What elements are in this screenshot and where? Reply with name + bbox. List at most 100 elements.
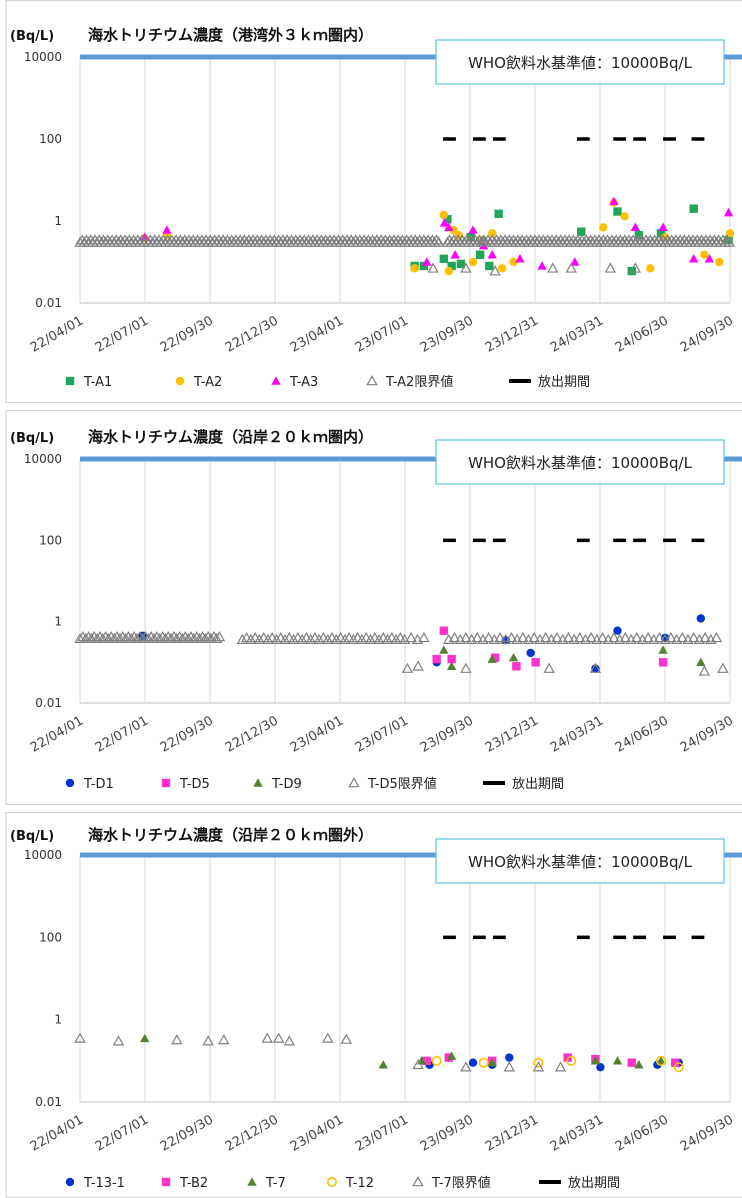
legend-marker [247,1177,257,1186]
legend-marker [271,376,281,385]
data-point [91,632,103,644]
data-point [570,257,580,266]
legend-label: T-B2 [179,1176,208,1191]
data-point [487,654,497,663]
data-point [539,631,552,643]
data-point [446,1051,457,1060]
x-tick-label: 23/09/30 [418,713,476,755]
legend-label: T-D9 [271,777,302,792]
data-point [116,631,129,642]
legend-marker [348,777,360,788]
data-point [131,632,143,644]
data-point [97,632,109,644]
data-point [108,632,120,644]
data-point [270,633,283,645]
data-point [466,233,476,242]
chart-1: (Bq/L) 海水トリチウム濃度（港湾外３ｋｍ圏内） 10000 100 1 0.01 WH… [5,0,742,403]
data-point [381,633,394,645]
chart-panel-3: (Bq/L) 海水トリチウム濃度（沿岸２０ｋｍ圏外） 10000 100 1 0.01 WH… [0,812,742,1198]
legend-label: 放出期間 [512,777,564,792]
data-point [642,631,654,643]
data-point [450,250,460,259]
chart-title: 海水トリチウム濃度（港湾外３ｋｍ圏内） [88,26,373,44]
data-point [515,254,525,263]
y-tick-label: 0.01 [35,296,62,310]
data-point [339,633,351,645]
data-point [565,262,577,273]
data-point [656,229,666,238]
data-point [419,261,429,271]
y-tick-label: 100 [39,930,62,944]
legend-marker [161,1177,171,1187]
data-point [509,257,518,267]
x-tick-label: 22/04/01 [28,313,86,355]
data-point [140,1033,150,1043]
data-point [236,633,249,645]
y-tick-label: 1 [54,615,62,629]
data-point [653,631,666,643]
data-point [125,632,137,644]
data-point [378,1060,388,1069]
data-point [148,632,160,644]
data-point [193,632,206,644]
x-tick-label: 23/04/01 [288,1112,346,1154]
data-point [531,658,540,667]
data-point [658,658,668,667]
legend-label: T-D5限界値 [367,776,437,792]
x-tick-label: 22/07/01 [93,1112,151,1154]
data-point [574,631,586,643]
data-point [168,631,180,642]
series-T-7限界値 [74,1032,567,1072]
data-point [627,1058,636,1067]
data-point [658,222,668,232]
series-T-7 [140,1033,666,1069]
data-point [460,262,472,273]
legend-label: T-A1 [83,375,112,390]
data-point [154,632,166,644]
data-point [390,633,402,645]
legend-label: T-13-1 [83,1176,125,1191]
data-point [596,631,609,643]
y-tick-label: 10000 [24,848,62,862]
data-point [304,633,317,645]
data-point [688,254,699,263]
x-tick-label: 22/09/30 [158,1112,216,1154]
who-limit-label: WHO飲料水基準値：10000Bq/L [468,853,693,871]
data-point [517,631,529,643]
data-point [185,631,197,642]
x-tick-label: 22/12/30 [223,313,281,355]
data-point [696,657,706,667]
data-point [715,257,724,267]
legend: T-D1 T-D5 T-D9 T-D5限界値 放出期間 [65,776,564,792]
data-point [88,631,100,642]
data-point [503,1061,516,1072]
data-point [191,631,203,642]
x-tick-label: 23/07/01 [353,713,411,755]
x-tick-label: 23/07/01 [353,1112,411,1154]
data-point [439,210,449,220]
data-point [478,1057,489,1068]
data-point [159,632,172,644]
data-point [199,632,212,644]
data-point [373,633,385,645]
y-tick-label: 100 [39,132,62,146]
data-point [717,662,729,673]
data-point [710,631,723,643]
data-point [551,631,563,643]
series-T-D5限界値 [74,631,729,676]
data-point [405,631,417,643]
data-point [723,236,736,247]
data-point [494,631,506,643]
x-tick-label: 23/04/01 [288,313,346,355]
data-point [585,631,597,643]
data-point [74,1032,86,1043]
data-point [85,632,98,644]
series-T-A3 [140,196,734,270]
data-point [173,631,186,642]
data-point [340,1033,352,1044]
data-point [494,209,503,218]
data-point [139,631,152,642]
y-tick-label: 1 [54,1013,62,1027]
x-tick-label: 23/09/30 [418,1112,476,1154]
grid [79,459,731,703]
